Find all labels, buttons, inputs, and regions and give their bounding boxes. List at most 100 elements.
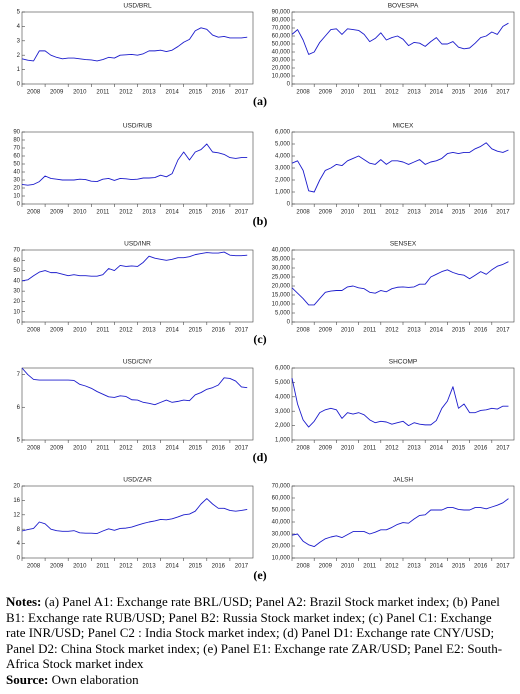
x-tick-label: 2008: [296, 564, 310, 570]
plot-frame: [291, 131, 515, 205]
x-tick-label: 2009: [319, 210, 333, 216]
x-tick-label: 2013: [142, 446, 156, 452]
y-tick-label: 40,000: [272, 520, 291, 526]
y-tick-label: 10: [13, 309, 20, 315]
x-tick-label: 2010: [73, 446, 87, 452]
x-tick-label: 2009: [50, 328, 64, 334]
x-tick-label: 2011: [363, 328, 377, 334]
y-tick-label: 1,000: [275, 438, 291, 444]
x-tick-label: 2011: [96, 90, 110, 96]
x-tick-label: 2010: [73, 564, 87, 570]
x-tick-label: 2008: [27, 210, 41, 216]
x-tick-label: 2013: [407, 564, 421, 570]
y-tick-label: 25,000: [272, 275, 291, 281]
x-tick-label: 2017: [496, 446, 510, 452]
x-tick-label: 2017: [496, 328, 510, 334]
x-tick-label: 2012: [385, 564, 399, 570]
x-tick-label: 2014: [165, 564, 179, 570]
x-tick-label: 2013: [407, 328, 421, 334]
x-tick-label: 2011: [363, 90, 377, 96]
chart-title: MICEX: [393, 123, 414, 130]
y-tick-label: 80: [13, 138, 20, 144]
series-line: [21, 367, 248, 406]
plot-frame: [21, 131, 254, 205]
x-tick-label: 2010: [341, 210, 355, 216]
x-tick-label: 2015: [452, 564, 466, 570]
y-tick-label: 60,000: [272, 34, 291, 40]
y-tick-label: 1,000: [275, 190, 291, 196]
x-tick-label: 2008: [27, 446, 41, 452]
y-tick-label: 5,000: [275, 380, 291, 386]
series-line: [291, 142, 509, 193]
x-tick-label: 2011: [96, 564, 110, 570]
y-tick-label: 6,000: [275, 130, 291, 136]
y-tick-label: 40: [13, 170, 20, 176]
y-tick-label: 0: [287, 202, 291, 208]
panel-label: (c): [253, 332, 266, 346]
x-tick-label: 2008: [27, 90, 41, 96]
y-tick-label: 70: [13, 146, 20, 152]
y-tick-label: 15,000: [272, 293, 291, 299]
x-tick-label: 2010: [341, 328, 355, 334]
chart-title: BOVESPA: [388, 3, 419, 10]
chart-title: USD/ZAR: [123, 477, 152, 484]
y-tick-label: 30,000: [272, 266, 291, 272]
y-tick-label: 2,000: [275, 178, 291, 184]
plot-frame: [21, 485, 254, 559]
x-tick-label: 2012: [385, 90, 399, 96]
y-tick-label: 35,000: [272, 257, 291, 263]
y-tick-label: 70,000: [272, 26, 291, 32]
x-tick-label: 2017: [235, 564, 249, 570]
x-tick-label: 2012: [385, 446, 399, 452]
y-tick-label: 20,000: [272, 544, 291, 550]
y-tick-label: 20: [13, 186, 20, 192]
x-tick-label: 2009: [319, 90, 333, 96]
y-tick-label: 7: [17, 372, 21, 378]
y-tick-label: 20: [13, 484, 20, 490]
x-tick-label: 2009: [50, 90, 64, 96]
y-tick-label: 40: [13, 278, 20, 284]
y-tick-label: 0: [287, 82, 291, 88]
x-tick-label: 2009: [319, 446, 333, 452]
chart-title: USD/BRL: [123, 3, 152, 10]
x-tick-label: 2015: [189, 328, 203, 334]
y-tick-label: 12: [13, 512, 20, 518]
series-line: [21, 251, 248, 282]
x-tick-label: 2015: [189, 446, 203, 452]
y-tick-label: 8: [17, 527, 21, 533]
series-line: [21, 143, 248, 186]
x-tick-label: 2017: [496, 210, 510, 216]
x-tick-label: 2015: [189, 210, 203, 216]
x-tick-label: 2017: [235, 90, 249, 96]
y-tick-label: 0: [17, 556, 21, 562]
y-tick-label: 0: [17, 82, 21, 88]
x-tick-label: 2015: [452, 210, 466, 216]
x-tick-label: 2015: [452, 446, 466, 452]
y-tick-label: 6,000: [275, 366, 291, 372]
x-tick-label: 2009: [50, 446, 64, 452]
x-tick-label: 2016: [474, 328, 488, 334]
plot-frame: [291, 367, 515, 441]
x-tick-label: 2009: [50, 210, 64, 216]
x-tick-label: 2013: [142, 564, 156, 570]
x-tick-label: 2014: [430, 446, 444, 452]
y-tick-label: 20: [13, 299, 20, 305]
x-tick-label: 2008: [296, 446, 310, 452]
y-tick-label: 30,000: [272, 532, 291, 538]
chart-title: SENSEX: [390, 241, 417, 248]
plot-frame: [21, 367, 254, 441]
y-tick-label: 4,000: [275, 154, 291, 160]
x-tick-label: 2011: [363, 446, 377, 452]
x-tick-label: 2013: [407, 90, 421, 96]
x-tick-label: 2016: [212, 210, 226, 216]
y-tick-label: 5: [17, 438, 21, 444]
x-tick-label: 2014: [165, 328, 179, 334]
y-tick-label: 70: [13, 248, 20, 254]
y-tick-label: 0: [17, 202, 21, 208]
y-tick-label: 10,000: [272, 74, 291, 80]
notes-paragraph: Notes: (a) Panel A1: Exchange rate BRL/U…: [6, 594, 514, 672]
panel-label: (e): [253, 568, 266, 582]
x-tick-label: 2016: [474, 90, 488, 96]
x-tick-label: 2015: [452, 328, 466, 334]
